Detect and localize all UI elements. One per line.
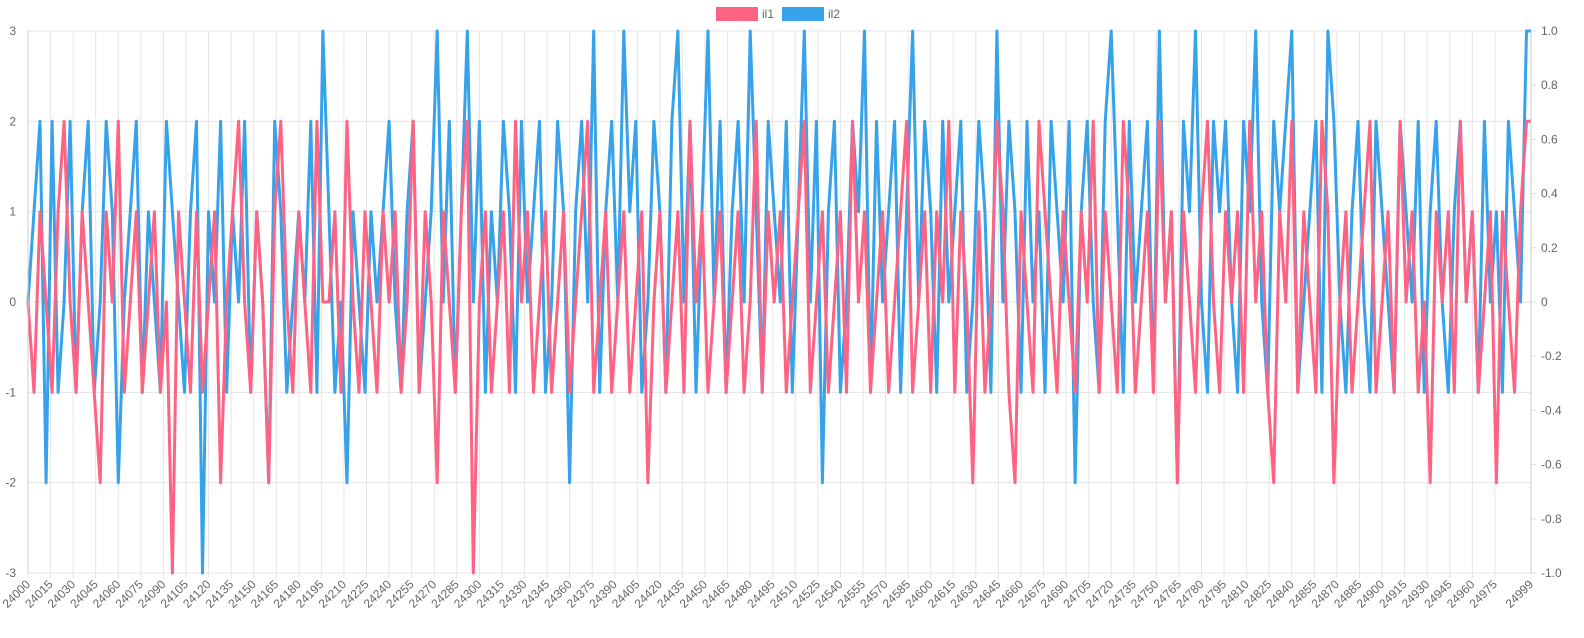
legend-item-il1[interactable]: il1 <box>716 7 774 21</box>
y2-tick-label: -0.4 <box>1541 403 1562 417</box>
y2-tick-label: 0.2 <box>1541 241 1558 255</box>
y-tick-label: 0 <box>9 295 16 309</box>
y2-tick-label: 0.8 <box>1541 78 1558 92</box>
y2-tick-label: -0.8 <box>1541 512 1562 526</box>
y2-tick-label: -0.2 <box>1541 349 1562 363</box>
y-tick-label: -3 <box>5 566 16 580</box>
legend-swatch-il2 <box>782 7 824 21</box>
legend-label-il1: il1 <box>762 7 774 21</box>
series-line-il1 <box>26 119 1531 575</box>
y-tick-label: 1 <box>9 205 16 219</box>
y2-tick-label: 0 <box>1541 295 1548 309</box>
y-tick-label: -2 <box>5 476 16 490</box>
legend-label-il2: il2 <box>828 7 840 21</box>
series-line-il2 <box>26 29 1531 575</box>
y-tick-label: -1 <box>5 385 16 399</box>
y2-tick-label: 0.4 <box>1541 187 1558 201</box>
series-lines <box>26 29 1531 575</box>
legend-item-il2[interactable]: il2 <box>782 7 840 21</box>
y2-tick-label: -1.0 <box>1541 566 1562 580</box>
x-tick-label: 24999 <box>1503 577 1537 611</box>
y-tick-label: 3 <box>9 24 16 38</box>
y-tick-label: 2 <box>9 114 16 128</box>
legend-swatch-il1 <box>716 7 758 21</box>
legend[interactable]: il1 il2 <box>716 7 840 21</box>
y2-tick-label: 1.0 <box>1541 24 1558 38</box>
y2-tick-label: -0.6 <box>1541 458 1562 472</box>
y2-tick-label: 0.6 <box>1541 132 1558 146</box>
